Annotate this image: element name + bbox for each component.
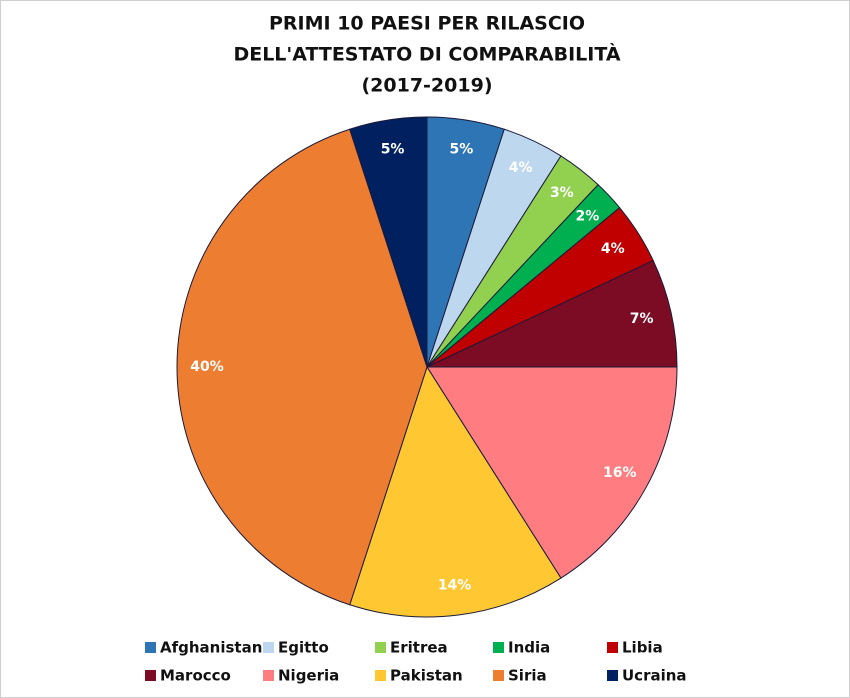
legend-swatch — [607, 642, 618, 653]
legend-swatch — [607, 670, 618, 681]
pie-slice — [349, 116, 428, 368]
legend-label: Eritrea — [390, 639, 448, 657]
legend-label: Siria — [508, 667, 547, 685]
pie-slice — [426, 366, 678, 579]
legend-label: Marocco — [160, 667, 231, 685]
legend-swatch — [263, 670, 274, 681]
legend-swatch — [263, 642, 274, 653]
chart-title: (2017-2019) — [361, 75, 492, 97]
chart-title: DELL'ATTESTATO DI COMPARABILITÀ — [233, 43, 620, 66]
pie-slice — [426, 259, 678, 368]
pie-slice — [176, 128, 428, 606]
legend-swatch — [493, 670, 504, 681]
value-label: 4% — [509, 160, 533, 176]
legend-swatch — [375, 670, 386, 681]
legend-swatch — [375, 642, 386, 653]
value-label: 7% — [630, 311, 654, 327]
value-label: 16% — [603, 465, 637, 481]
legend-label: Afghanistan — [160, 639, 262, 657]
chart-title: PRIMI 10 PAESI PER RILASCIO — [269, 13, 585, 35]
value-label: 5% — [450, 142, 474, 158]
legend-swatch — [145, 642, 156, 653]
legend-label: Pakistan — [390, 667, 463, 685]
value-label: 2% — [575, 208, 599, 224]
value-label: 4% — [601, 241, 625, 257]
value-label: 5% — [381, 142, 405, 158]
value-label: 3% — [550, 185, 574, 201]
legend-label: India — [508, 639, 550, 657]
value-label: 40% — [190, 359, 224, 375]
legend-label: Nigeria — [278, 667, 339, 685]
legend-swatch — [493, 642, 504, 653]
legend-label: Egitto — [278, 639, 329, 657]
legend-swatch — [145, 670, 156, 681]
legend-label: Libia — [622, 639, 663, 657]
value-label: 14% — [438, 577, 472, 593]
legend-label: Ucraina — [622, 667, 687, 685]
pie-slice — [349, 365, 562, 618]
